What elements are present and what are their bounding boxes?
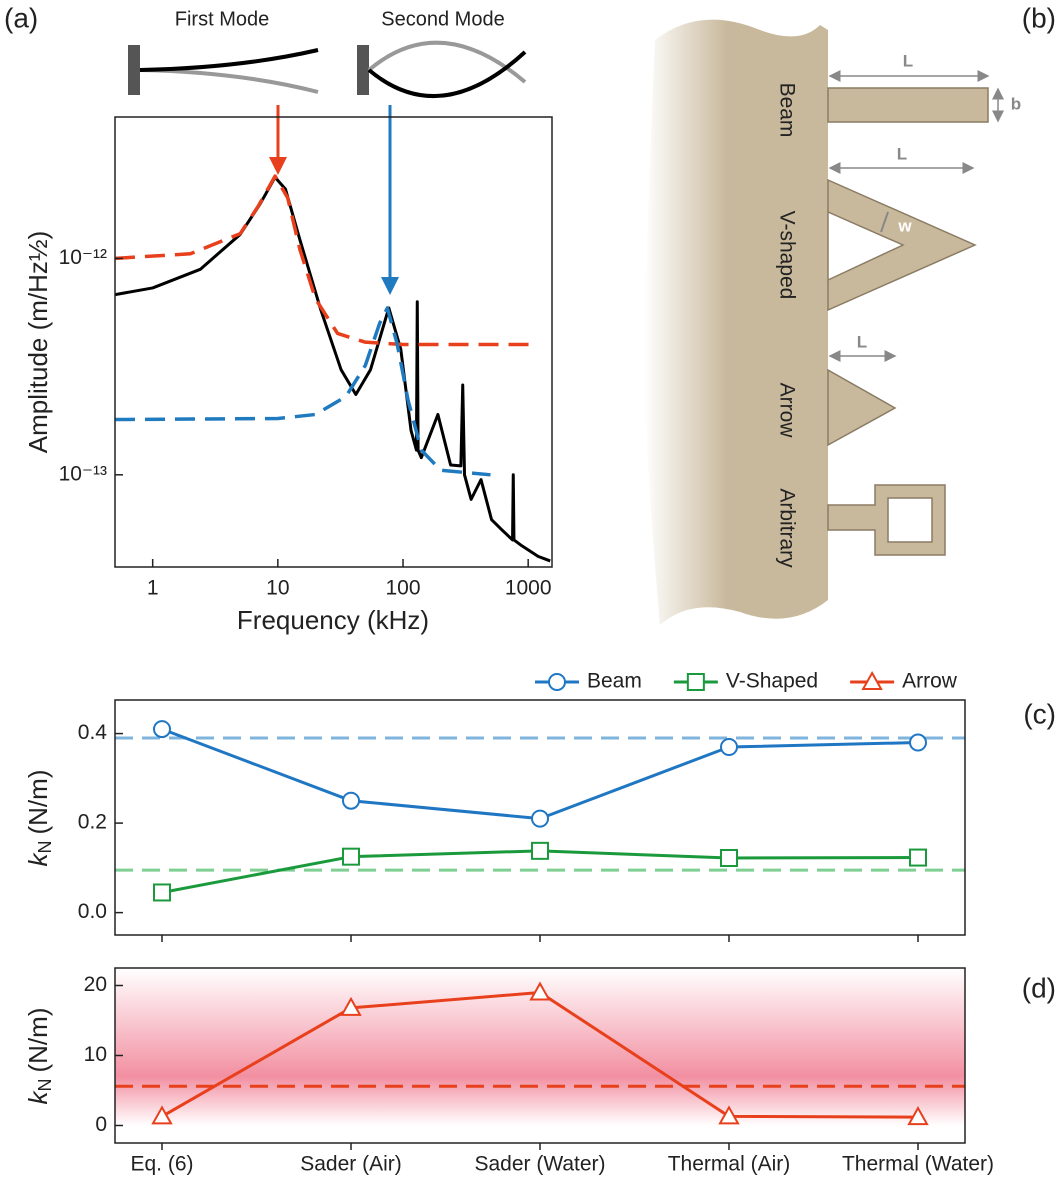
mode-sketch xyxy=(128,40,527,99)
x-tick-label: 1 xyxy=(147,577,159,600)
panel-label: (b) xyxy=(1022,2,1056,33)
shape-label: Arrow xyxy=(775,383,798,439)
marker xyxy=(548,673,566,691)
cantilever-diagram xyxy=(644,19,1004,626)
x-tick-label: Thermal (Water) xyxy=(842,1153,994,1176)
panel-label: (a) xyxy=(4,2,38,33)
y-axis-label: Amplitude (m/Hz½) xyxy=(23,231,53,454)
series-line xyxy=(161,727,919,821)
dimension-label: L xyxy=(903,51,913,70)
marker xyxy=(720,849,738,868)
marker xyxy=(686,673,705,691)
unit: (N/m) xyxy=(23,770,53,835)
x-tick-label: Sader (Water) xyxy=(474,1153,605,1176)
panel-label: (d) xyxy=(1022,972,1056,1003)
dimension-label: w xyxy=(897,216,912,235)
plot-frame xyxy=(114,116,553,568)
symbol: k xyxy=(23,1089,53,1104)
series-line xyxy=(115,174,539,347)
y-tick-label: 0.4 xyxy=(78,721,108,744)
subscript: N xyxy=(35,840,55,853)
subscript: N xyxy=(35,1078,55,1091)
y-tick-label: 0.2 xyxy=(78,811,107,834)
shape-label: Arbitrary xyxy=(775,488,798,568)
marker xyxy=(909,733,927,752)
legend-label: V-Shaped xyxy=(726,670,818,693)
x-tick-label: 100 xyxy=(385,577,420,600)
marker xyxy=(153,883,171,902)
y-tick-label: 10⁻¹³ xyxy=(59,462,107,485)
series-line xyxy=(115,175,551,563)
legend-label: Beam xyxy=(587,670,642,693)
marker xyxy=(531,809,549,828)
dimension-label: L xyxy=(857,332,867,351)
y-tick-label: 10⁻¹² xyxy=(59,246,107,269)
marker xyxy=(531,841,549,860)
x-tick-label: 1000 xyxy=(505,577,552,600)
x-tick-label: Thermal (Air) xyxy=(668,1153,791,1176)
y-tick-label: 20 xyxy=(84,973,107,996)
marker xyxy=(907,1106,929,1126)
plot-area xyxy=(115,174,551,563)
x-tick-label: Sader (Air) xyxy=(300,1153,402,1176)
series-line xyxy=(115,306,491,477)
unit: (N/m) xyxy=(23,1008,53,1073)
y-axis-label: kN (N/m) xyxy=(23,770,55,867)
marker xyxy=(720,738,738,756)
marker xyxy=(718,1105,740,1125)
marker xyxy=(342,847,360,866)
x-tick-label: Eq. (6) xyxy=(130,1153,193,1176)
annotation: Second Mode xyxy=(381,8,504,30)
panel-label: (c) xyxy=(1023,698,1056,729)
legend-label: Arrow xyxy=(902,670,958,693)
marker xyxy=(153,720,171,739)
marker xyxy=(340,996,362,1016)
y-tick-label: 0 xyxy=(95,1113,107,1136)
dimension-label: L xyxy=(897,144,907,163)
marker xyxy=(909,848,927,867)
y-axis-label: kN (N/m) xyxy=(23,1008,55,1105)
shape-label: Beam xyxy=(775,83,798,138)
y-tick-label: 0.0 xyxy=(78,900,107,923)
x-tick-label: 10 xyxy=(266,577,289,600)
dimension-label: b xyxy=(1011,94,1021,113)
marker xyxy=(529,981,551,1001)
symbol: k xyxy=(23,851,53,866)
x-axis-label: Frequency (kHz) xyxy=(237,605,429,635)
marker xyxy=(861,670,883,690)
y-tick-label: 10 xyxy=(84,1043,107,1066)
marker xyxy=(151,1105,173,1125)
marker xyxy=(342,791,360,810)
annotation: First Mode xyxy=(175,8,269,30)
shape-label: V-shaped xyxy=(775,211,798,300)
